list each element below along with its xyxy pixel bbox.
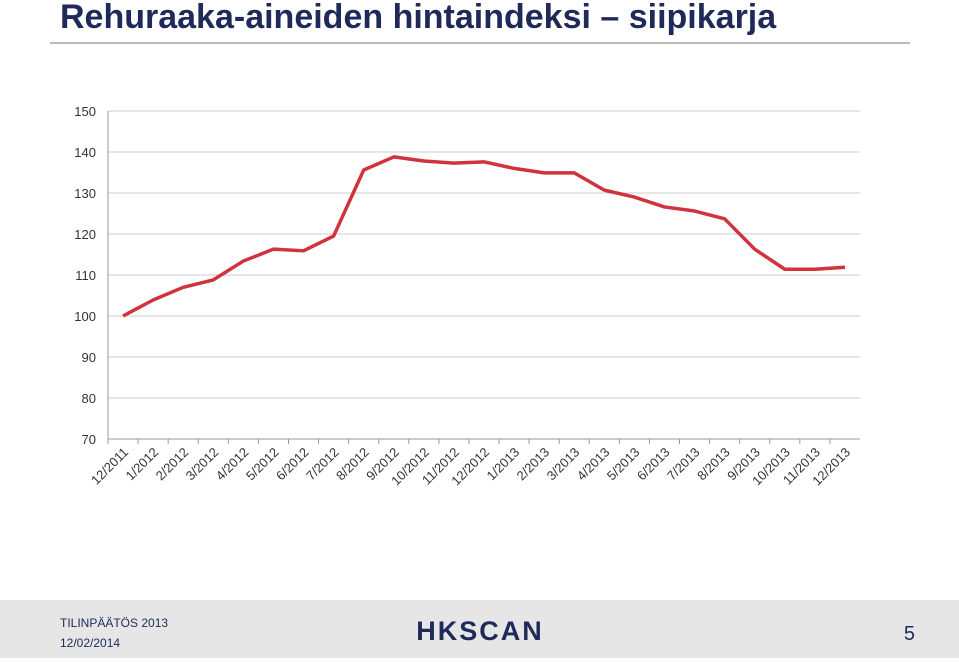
footer-report: TILINPÄÄTÖS 2013	[60, 616, 168, 630]
x-tick-label: 7/2012	[303, 445, 342, 484]
x-tick-label: 8/2013	[694, 445, 733, 484]
x-tick-label: 3/2013	[544, 445, 583, 484]
data-line	[122, 155, 846, 318]
x-tick-label: 8/2012	[333, 445, 372, 484]
x-tick-label: 7/2013	[664, 445, 703, 484]
x-tick-label: 1/2012	[123, 445, 162, 484]
footer-bar	[0, 600, 959, 658]
x-tick-label: 1/2013	[483, 445, 522, 484]
y-tick-label: 150	[74, 104, 96, 119]
page-number: 5	[904, 623, 915, 645]
x-tick-label: 2/2013	[514, 445, 553, 484]
y-tick-label: 90	[82, 350, 96, 365]
x-tick-label: 6/2013	[634, 445, 673, 484]
y-tick-label: 70	[82, 432, 96, 447]
logo: HKSCAN	[416, 616, 544, 646]
y-tick-label: 130	[74, 186, 96, 201]
y-tick-label: 100	[74, 309, 96, 324]
x-tick-label: 3/2012	[183, 445, 222, 484]
x-tick-label: 5/2013	[604, 445, 643, 484]
y-tick-label: 120	[74, 227, 96, 242]
x-tick-label: 12/2011	[88, 445, 131, 488]
y-tick-label: 110	[75, 268, 96, 283]
y-tick-label: 80	[82, 391, 96, 406]
x-tick-label: 2/2012	[153, 445, 192, 484]
y-tick-label: 140	[74, 145, 96, 160]
x-tick-label: 6/2012	[273, 445, 312, 484]
x-tick-label: 5/2012	[243, 445, 282, 484]
slide-title: Rehuraaka-aineiden hintaindeksi – siipik…	[60, 0, 777, 36]
footer-date: 12/02/2014	[60, 636, 120, 650]
x-tick-label: 4/2012	[213, 445, 252, 484]
x-tick-label: 4/2013	[574, 445, 613, 484]
